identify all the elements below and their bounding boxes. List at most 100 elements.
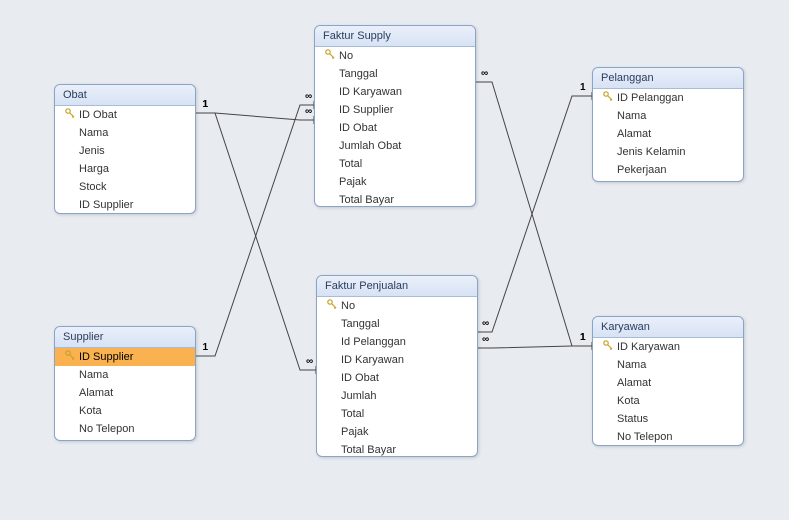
field-name: Alamat — [615, 375, 651, 391]
field-row[interactable]: Total — [315, 155, 475, 173]
field-row[interactable]: Jumlah — [317, 387, 477, 405]
field-name: Tanggal — [337, 66, 378, 82]
field-name: Nama — [77, 125, 108, 141]
field-row[interactable]: ID Karyawan — [315, 83, 475, 101]
field-name: ID Obat — [337, 120, 377, 136]
field-row[interactable]: ID Supplier — [315, 101, 475, 119]
field-name: Status — [615, 411, 648, 427]
cardinality-label: 1 — [203, 342, 209, 353]
field-name: Alamat — [77, 385, 113, 401]
field-row[interactable]: Nama — [55, 124, 195, 142]
table-title[interactable]: Karyawan — [593, 317, 743, 338]
table-title[interactable]: Pelanggan — [593, 68, 743, 89]
field-name: ID Karyawan — [337, 84, 402, 100]
field-name: Jumlah — [339, 388, 376, 404]
field-row[interactable]: Nama — [55, 366, 195, 384]
table-obat[interactable]: ObatID Obat NamaJenisHarga Stock ID Supplie… — [54, 84, 196, 214]
key-icon — [63, 349, 77, 365]
field-row[interactable]: Alamat — [593, 374, 743, 392]
field-name: Nama — [77, 367, 108, 383]
cardinality-label: ∞ — [482, 334, 489, 345]
table-supplier[interactable]: SupplierID Supplier Nama AlamatKotaNo Tele… — [54, 326, 196, 441]
field-row[interactable]: No — [317, 297, 477, 315]
table-title[interactable]: Faktur Supply — [315, 26, 475, 47]
field-row[interactable]: Harga — [55, 160, 195, 178]
table-karyawan[interactable]: KaryawanID KaryawanNama Alamat Kota Status N… — [592, 316, 744, 446]
field-name: No — [339, 298, 355, 314]
field-name: Stock — [77, 179, 107, 195]
table-title[interactable]: Obat — [55, 85, 195, 106]
field-row[interactable]: Pajak — [315, 173, 475, 191]
table-title[interactable]: Faktur Penjualan — [317, 276, 477, 297]
cardinality-label: 1 — [580, 332, 586, 343]
field-name: Pekerjaan — [615, 162, 667, 178]
field-row[interactable]: Total Bayar — [317, 441, 477, 457]
field-row[interactable]: Stock — [55, 178, 195, 196]
field-row[interactable]: Jenis — [55, 142, 195, 160]
field-row[interactable]: No — [315, 47, 475, 65]
field-row[interactable]: ID Obat — [55, 106, 195, 124]
field-row[interactable]: Tanggal — [317, 315, 477, 333]
field-name: ID Pelanggan — [615, 90, 684, 106]
field-row[interactable]: Nama — [593, 107, 743, 125]
cardinality-label: 1 — [203, 99, 209, 110]
field-row[interactable]: Jumlah Obat — [315, 137, 475, 155]
field-row[interactable]: Alamat — [593, 125, 743, 143]
field-name: Nama — [615, 108, 646, 124]
field-name: Jumlah Obat — [337, 138, 401, 154]
table-faktur_penjualan[interactable]: Faktur PenjualanNo Tanggal Id Pelanggan ID … — [316, 275, 478, 457]
field-name: ID Obat — [77, 107, 117, 123]
field-name: Total Bayar — [339, 442, 396, 457]
field-name: ID Supplier — [77, 349, 133, 365]
field-row[interactable]: No Telepon — [55, 420, 195, 438]
cardinality-label: 1 — [580, 82, 586, 93]
cardinality-label: ∞ — [482, 318, 489, 329]
field-row[interactable]: Total Bayar — [315, 191, 475, 207]
field-row[interactable]: ID Supplier — [55, 196, 195, 214]
field-row[interactable]: ID Obat — [317, 369, 477, 387]
field-row[interactable]: ID Supplier — [55, 348, 195, 366]
table-pelanggan[interactable]: PelangganID Pelanggan Nama Alamat Jenis Kel… — [592, 67, 744, 182]
field-row[interactable]: Kota — [55, 402, 195, 420]
field-row[interactable]: No Telepon — [593, 428, 743, 446]
field-row[interactable]: ID Obat — [315, 119, 475, 137]
table-title[interactable]: Supplier — [55, 327, 195, 348]
field-row[interactable]: Kota — [593, 392, 743, 410]
field-name: No Telepon — [615, 429, 672, 445]
field-row[interactable]: Pajak — [317, 423, 477, 441]
cardinality-label: ∞ — [306, 356, 313, 367]
field-name: Tanggal — [339, 316, 380, 332]
field-name: Pajak — [339, 424, 369, 440]
field-name: No — [337, 48, 353, 64]
key-icon — [601, 90, 615, 106]
field-row[interactable]: ID Karyawan — [593, 338, 743, 356]
table-faktur_supply[interactable]: Faktur SupplyNo Tanggal ID Karyawan ID Supp… — [314, 25, 476, 207]
field-name: ID Karyawan — [339, 352, 404, 368]
field-row[interactable]: Id Pelanggan — [317, 333, 477, 351]
field-name: Jenis Kelamin — [615, 144, 685, 160]
field-row[interactable]: Tanggal — [315, 65, 475, 83]
key-icon — [63, 107, 77, 123]
field-name: Kota — [615, 393, 640, 409]
field-name: Nama — [615, 357, 646, 373]
field-name: ID Supplier — [337, 102, 393, 118]
field-row[interactable]: Nama — [593, 356, 743, 374]
field-name: Id Pelanggan — [339, 334, 406, 350]
key-icon — [601, 339, 615, 355]
field-row[interactable]: Alamat — [55, 384, 195, 402]
field-row[interactable]: Status — [593, 410, 743, 428]
field-name: Alamat — [615, 126, 651, 142]
key-icon — [325, 298, 339, 314]
field-name: Harga — [77, 161, 109, 177]
field-name: ID Obat — [339, 370, 379, 386]
field-name: Pajak — [337, 174, 367, 190]
field-row[interactable]: Jenis Kelamin — [593, 143, 743, 161]
cardinality-label: ∞ — [305, 91, 312, 102]
field-row[interactable]: ID Karyawan — [317, 351, 477, 369]
key-icon — [323, 48, 337, 64]
field-row[interactable]: Pekerjaan — [593, 161, 743, 179]
field-name: ID Supplier — [77, 197, 133, 213]
field-row[interactable]: ID Pelanggan — [593, 89, 743, 107]
field-row[interactable]: Total — [317, 405, 477, 423]
field-name: No Telepon — [77, 421, 134, 437]
